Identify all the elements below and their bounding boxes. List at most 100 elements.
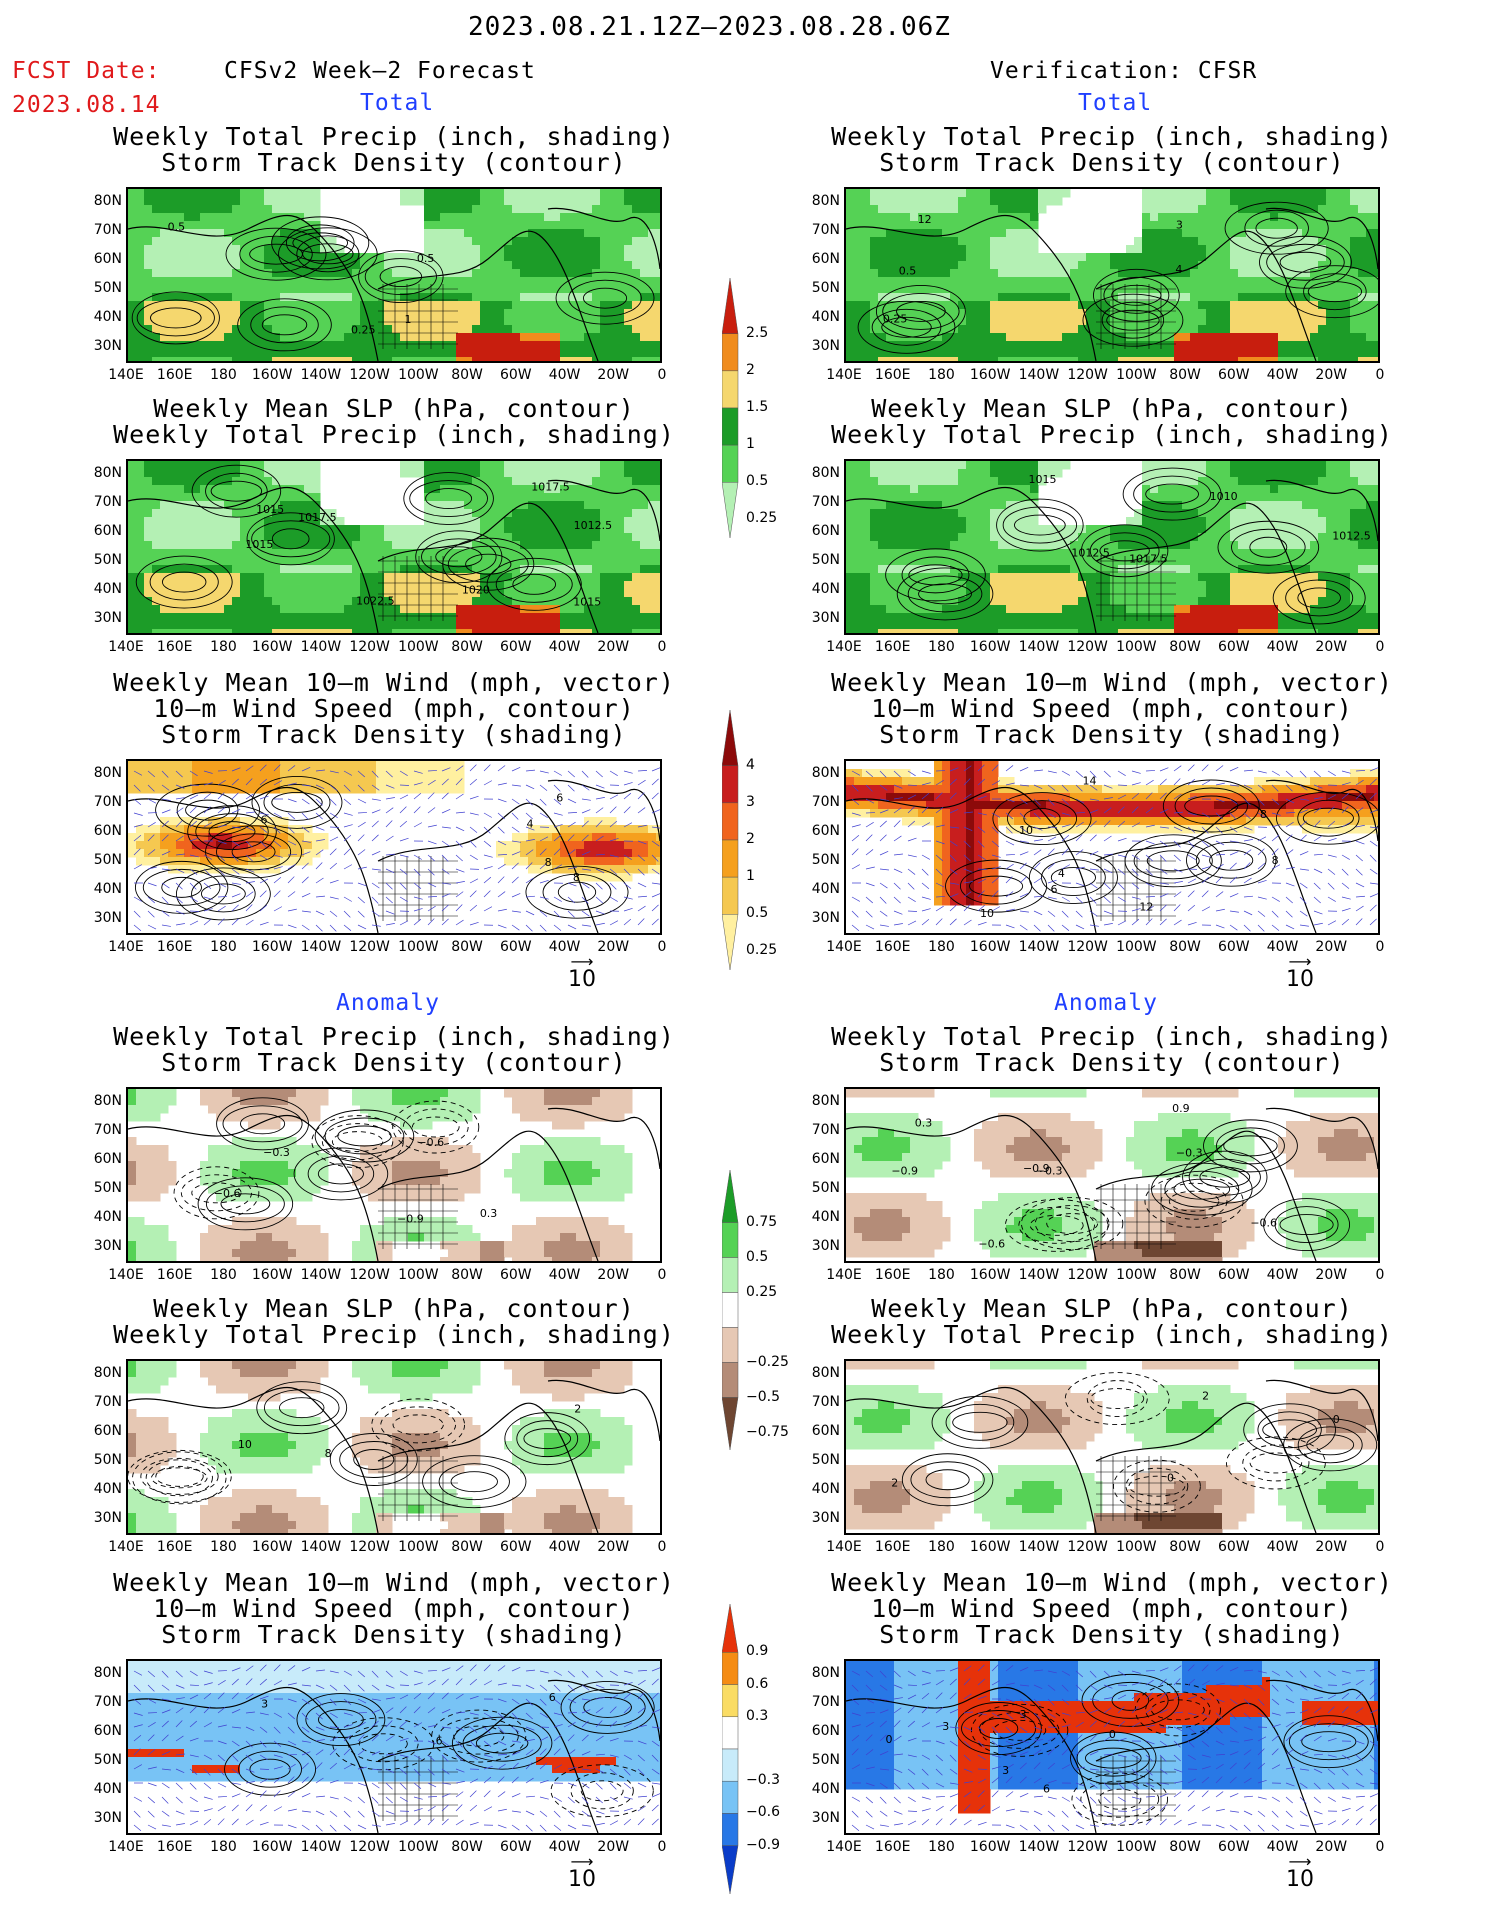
shading-cell	[1150, 309, 1159, 318]
shading-cell	[536, 477, 545, 486]
shading-cell	[136, 213, 145, 222]
shading-cell	[568, 549, 577, 558]
shading-cell	[312, 461, 321, 470]
shading-cell	[424, 269, 433, 278]
shading-cell	[656, 621, 660, 630]
shading-cell	[1126, 525, 1135, 534]
shading-cell	[560, 605, 569, 614]
shading-cell	[1270, 221, 1279, 230]
shading-cell	[886, 493, 895, 502]
shading-cell	[624, 605, 633, 614]
shading-cell	[432, 341, 441, 350]
shading-cell	[1182, 269, 1191, 278]
shading-cell	[280, 253, 289, 262]
shading-cell	[304, 309, 313, 318]
shading-cell	[456, 213, 465, 222]
shading-cell	[1342, 237, 1351, 246]
shading-cell	[352, 293, 361, 302]
shading-cell	[304, 477, 313, 486]
shading-cell	[1070, 533, 1079, 542]
shading-cell	[408, 581, 417, 590]
shading-cell	[176, 221, 185, 230]
shading-cell	[304, 253, 313, 262]
shading-cell	[144, 533, 153, 542]
shading-cell	[942, 461, 951, 470]
shading-cell	[1342, 509, 1351, 518]
shading-cell	[1174, 301, 1183, 310]
shading-cell	[472, 469, 481, 478]
shading-cell	[608, 277, 617, 286]
shading-cell	[312, 589, 321, 598]
contour-line	[465, 553, 512, 575]
shading-cell	[288, 549, 297, 558]
shading-cell	[424, 229, 433, 238]
shading-cell	[1366, 213, 1375, 222]
shading-cell	[576, 565, 585, 574]
shading-cell	[966, 285, 975, 294]
shading-cell	[966, 349, 975, 358]
shading-cell	[384, 597, 393, 606]
shading-cell	[152, 621, 161, 630]
shading-cell	[886, 293, 895, 302]
shading-cell	[544, 469, 553, 478]
shading-cell	[568, 469, 577, 478]
shading-cell	[584, 501, 593, 510]
shading-cell	[232, 621, 241, 630]
shading-cell	[480, 277, 489, 286]
shading-cell	[1318, 213, 1327, 222]
shading-cell	[1006, 301, 1015, 310]
shading-cell	[184, 285, 193, 294]
contour-line	[250, 306, 319, 344]
shading-cell	[232, 541, 241, 550]
shading-cell	[416, 461, 425, 470]
contour-line	[225, 227, 327, 281]
shading-cell	[368, 557, 377, 566]
shading-cell	[480, 205, 489, 214]
shading-cell	[902, 269, 911, 278]
shading-cell	[1206, 213, 1215, 222]
shading-cell	[998, 333, 1007, 342]
shading-cell	[168, 341, 177, 350]
shading-cell	[1374, 261, 1378, 270]
shading-cell	[1294, 501, 1303, 510]
shading-cell	[528, 341, 537, 350]
shading-cell	[1062, 309, 1071, 318]
shading-cell	[1038, 525, 1047, 534]
shading-cell	[632, 557, 641, 566]
shading-cell	[1374, 309, 1378, 318]
shading-cell	[1214, 493, 1223, 502]
shading-cell	[264, 621, 273, 630]
shading-cell	[160, 325, 169, 334]
shading-cell	[392, 621, 401, 630]
shading-cell	[464, 293, 473, 302]
shading-cell	[942, 469, 951, 478]
shading-cell	[296, 261, 305, 270]
shading-cell	[184, 525, 193, 534]
shading-cell	[336, 269, 345, 278]
shading-cell	[990, 261, 999, 270]
shading-cell	[966, 253, 975, 262]
shading-cell	[902, 285, 911, 294]
shading-cell	[312, 565, 321, 574]
shading-cell	[1182, 205, 1191, 214]
shading-cell	[592, 277, 601, 286]
shading-cell	[208, 517, 217, 526]
contour-line	[403, 472, 494, 525]
shading-cell	[288, 245, 297, 254]
shading-cell	[568, 229, 577, 238]
shading-cell	[216, 309, 225, 318]
shading-cell	[344, 317, 353, 326]
lon-label: 160E	[156, 367, 193, 383]
shading-cell	[1198, 229, 1207, 238]
shading-cell	[496, 461, 505, 470]
shading-cell	[328, 613, 337, 622]
shading-cell	[224, 285, 233, 294]
shading-cell	[1334, 197, 1343, 206]
shading-cell	[192, 341, 201, 350]
shading-cell	[464, 357, 473, 361]
shading-cell	[1246, 229, 1255, 238]
shading-cell	[910, 501, 919, 510]
shading-cell	[576, 517, 585, 526]
shading-cell	[990, 317, 999, 326]
shading-cell	[1278, 501, 1287, 510]
